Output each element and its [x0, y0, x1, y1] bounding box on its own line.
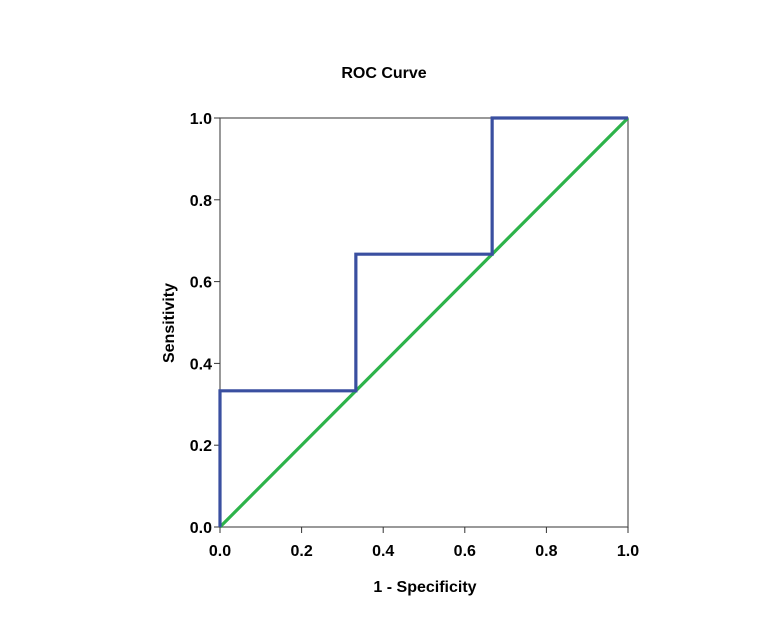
y-axis-ticks: 0.0 0.2 0.4 0.6 0.8 1.0	[190, 111, 220, 537]
y-tick-label: 0.6	[190, 275, 212, 292]
x-tick-label: 0.2	[290, 543, 312, 560]
x-tick-label: 0.0	[209, 543, 231, 560]
x-tick-label: 0.6	[454, 543, 476, 560]
plot-frame	[219, 117, 629, 528]
x-tick-label: 1.0	[617, 543, 639, 560]
y-tick-label: 0.4	[190, 356, 212, 373]
y-tick-label: 0.0	[190, 520, 212, 537]
reference-diagonal-line	[218, 116, 630, 529]
y-axis-label: Sensitivity	[161, 283, 178, 363]
y-tick-label: 0.2	[190, 438, 212, 455]
roc-curve-line	[218, 116, 628, 527]
x-axis-label: 1 - Specificity	[373, 579, 476, 596]
x-tick-label: 0.8	[535, 543, 557, 560]
chart-title: ROC Curve	[341, 65, 426, 82]
x-axis-ticks: 0.0 0.2 0.4 0.6 0.8 1.0	[209, 527, 639, 560]
plot-border	[219, 117, 629, 528]
series-layer	[218, 116, 630, 529]
y-tick-label: 0.8	[190, 193, 212, 210]
y-tick-label: 1.0	[190, 111, 212, 128]
x-tick-label: 0.4	[372, 543, 394, 560]
